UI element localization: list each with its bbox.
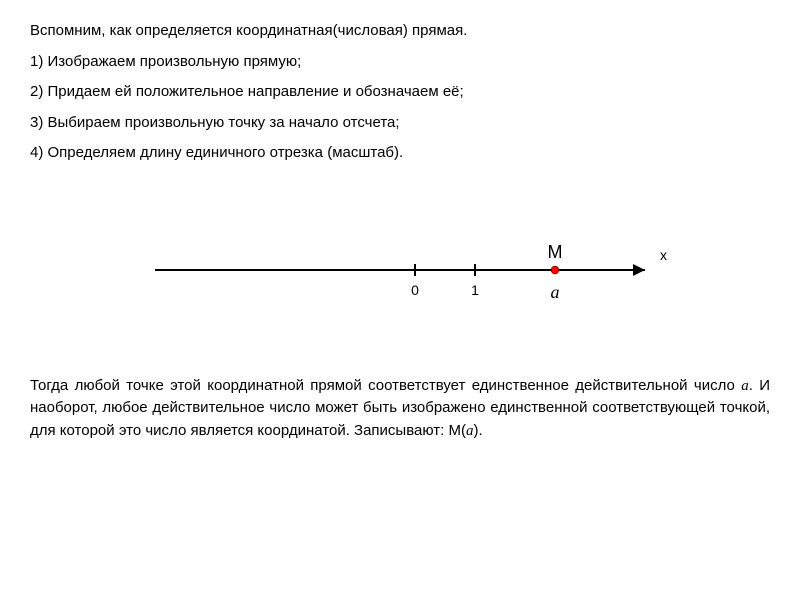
list-item-1: 1) Изображаем произвольную прямую; xyxy=(30,51,770,74)
list-item-2: 2) Придаем ей положительное направление … xyxy=(30,81,770,104)
conclusion-p3: ). xyxy=(473,422,482,439)
list-item-3: 3) Выбираем произвольную точку за начало… xyxy=(30,112,770,135)
svg-text:x: x xyxy=(660,247,667,263)
svg-text:М: М xyxy=(548,242,563,262)
conclusion-p1: Тогда любой точке этой координатной прям… xyxy=(30,377,741,394)
svg-text:0: 0 xyxy=(411,282,419,298)
intro-text: Вспомним, как определяется координатная(… xyxy=(30,20,770,43)
svg-text:a: a xyxy=(551,282,560,302)
conclusion-a1: a xyxy=(741,378,749,394)
list-item-4: 4) Определяем длину единичного отрезка (… xyxy=(30,142,770,165)
number-line-svg: 0 1 Мa x xyxy=(125,225,675,315)
number-line-diagram: 0 1 Мa x xyxy=(30,225,770,315)
conclusion-text: Тогда любой точке этой координатной прям… xyxy=(30,375,770,443)
svg-text:1: 1 xyxy=(471,282,479,298)
